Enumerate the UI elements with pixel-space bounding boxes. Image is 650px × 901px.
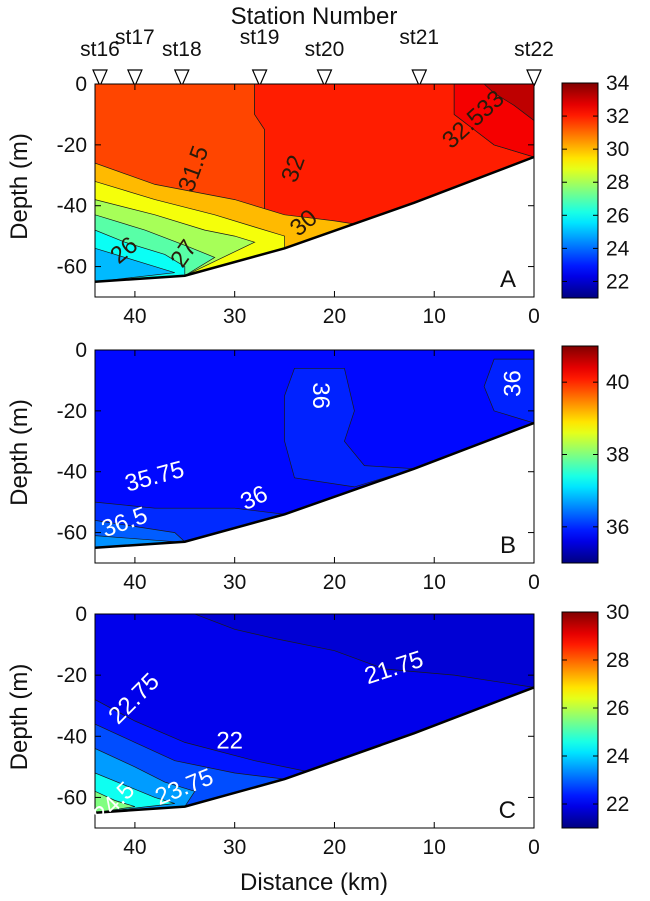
station-marker xyxy=(411,69,428,88)
station-label: st16 xyxy=(80,38,120,61)
station-label: st22 xyxy=(514,38,554,61)
y-tick-label: 0 xyxy=(75,73,87,96)
x-tick-label: 40 xyxy=(123,305,146,328)
x-tick-label: 20 xyxy=(323,836,346,859)
colorbar-tick-label: 24 xyxy=(606,745,630,768)
seabed-line xyxy=(94,421,535,550)
y-axis-label: Depth (m) xyxy=(6,664,33,771)
colorbar xyxy=(561,345,599,564)
y-tick-label: 0 xyxy=(75,339,87,362)
y-tick-label: -40 xyxy=(57,461,87,484)
station-marker xyxy=(173,69,190,88)
plot-frame xyxy=(94,613,535,829)
panel-letter: B xyxy=(500,532,516,559)
station-label: st20 xyxy=(305,38,345,61)
x-tick-label: 30 xyxy=(223,305,246,328)
colorbar-tick-label: 30 xyxy=(606,138,629,161)
colorbar-tick-label: 26 xyxy=(606,697,629,720)
contour-region-2 xyxy=(483,358,534,424)
colorbar-tick-label: 22 xyxy=(606,793,629,816)
y-tick-label: -20 xyxy=(57,400,87,423)
contour-region-3 xyxy=(483,84,534,122)
colorbar xyxy=(561,611,599,829)
y-tick-label: -60 xyxy=(57,256,87,279)
station-label: st17 xyxy=(115,26,155,49)
x-tick-label: 10 xyxy=(423,836,446,859)
x-tick-label: 0 xyxy=(528,305,540,328)
y-tick-label: -20 xyxy=(57,664,87,687)
station-label: st19 xyxy=(240,26,280,49)
x-tick-label: 30 xyxy=(223,571,246,594)
contour-region-9 xyxy=(95,247,175,282)
y-axis-label: Depth (m) xyxy=(6,399,33,506)
colorbar-tick-label: 24 xyxy=(606,237,630,260)
colorbar-tick-label: 34 xyxy=(606,72,630,95)
y-tick-label: 0 xyxy=(75,603,87,626)
contour-fill-group xyxy=(95,84,534,282)
station-marker xyxy=(316,69,333,88)
y-axis-label: Depth (m) xyxy=(6,133,33,240)
y-tick-label: -60 xyxy=(57,522,87,545)
colorbar-tick-label: 28 xyxy=(606,649,629,672)
panel-letter: A xyxy=(500,266,516,293)
top-axis-label: Station Number xyxy=(231,3,398,30)
panel-letter: C xyxy=(499,797,516,824)
colorbar-tick-label: 36 xyxy=(606,516,629,539)
y-tick-label: -40 xyxy=(57,725,87,748)
seabed-line xyxy=(94,155,535,284)
x-tick-label: 40 xyxy=(123,836,146,859)
station-label: st21 xyxy=(399,26,439,49)
x-axis-label: Distance (km) xyxy=(240,869,388,896)
x-tick-label: 10 xyxy=(423,571,446,594)
plot-frame xyxy=(94,349,535,564)
colorbar-tick-label: 38 xyxy=(606,444,629,467)
station-marker xyxy=(92,69,108,88)
y-tick-label: -20 xyxy=(57,134,87,157)
y-tick-label: -40 xyxy=(57,195,87,218)
colorbar-tick-label: 32 xyxy=(606,105,629,128)
contour-label: 36 xyxy=(307,382,334,409)
colorbar xyxy=(561,82,599,299)
station-label: st18 xyxy=(162,38,202,61)
contour-fill-group xyxy=(95,350,534,548)
colorbar-tick-label: 26 xyxy=(606,204,629,227)
x-tick-label: 10 xyxy=(423,305,446,328)
seabed-line xyxy=(94,686,535,814)
x-tick-label: 0 xyxy=(528,836,540,859)
contour-region-1 xyxy=(194,614,534,688)
plot-frame xyxy=(94,83,535,298)
contour-label: 22 xyxy=(216,728,243,755)
colorbar-tick-label: 30 xyxy=(606,601,629,624)
station-marker xyxy=(251,69,268,88)
x-tick-label: 0 xyxy=(528,571,540,594)
x-tick-label: 20 xyxy=(323,571,346,594)
station-marker xyxy=(126,69,143,88)
x-tick-label: 20 xyxy=(323,305,346,328)
station-marker xyxy=(526,69,542,88)
contour-region-6 xyxy=(95,790,136,813)
colorbar-tick-label: 28 xyxy=(606,171,629,194)
x-tick-label: 30 xyxy=(223,836,246,859)
x-tick-label: 40 xyxy=(123,571,146,594)
y-tick-label: -60 xyxy=(57,786,87,809)
contour-label: 36 xyxy=(499,370,526,397)
colorbar-tick-label: 22 xyxy=(606,270,629,293)
colorbar-tick-label: 40 xyxy=(606,371,629,394)
